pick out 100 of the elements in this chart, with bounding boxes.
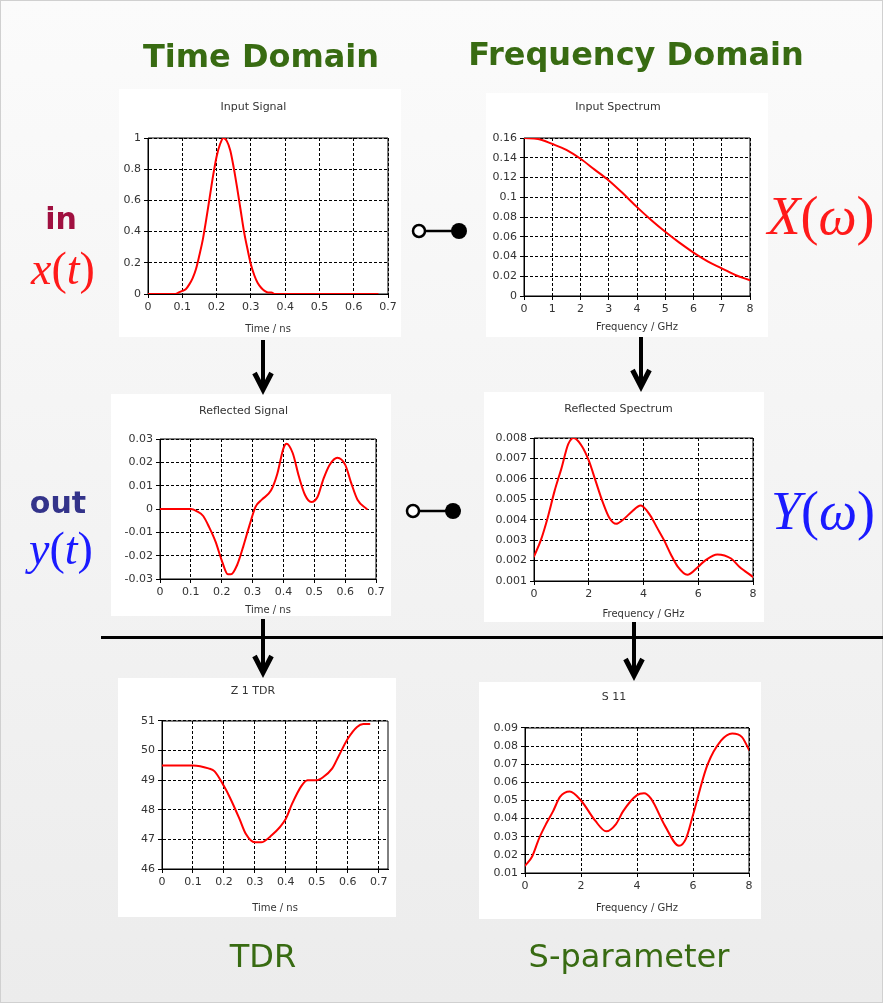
y-tick-label: 0: [510, 288, 517, 302]
x-tick-label: 7: [718, 302, 726, 316]
x-tick-label: 0.6: [336, 585, 354, 599]
x-tick-label: 0.2: [212, 585, 231, 599]
x-axis-title: Time / ns: [244, 322, 291, 334]
y-tick-label: 0.03: [128, 431, 153, 445]
x-tick-label: 0.3: [246, 875, 264, 889]
chart-title: S 11: [601, 689, 627, 703]
y-tick-label: 0.01: [128, 478, 153, 492]
x-tick-label: 0.1: [184, 875, 202, 889]
x-tick-label: 0.1: [173, 300, 192, 314]
x-tick-label: 0.5: [310, 300, 329, 314]
x-tick-label: 0.2: [215, 875, 233, 889]
x-tick-label: 8: [746, 302, 754, 316]
y-tick-label: 0.01: [493, 865, 518, 879]
y-tick-label: 0.004: [495, 512, 527, 526]
x-tick-label: 6: [690, 302, 697, 316]
text: X(ω): [767, 185, 875, 246]
y-tick-label: -0.01: [124, 525, 153, 539]
x-tick-label: 0.7: [367, 585, 385, 599]
x-tick-label: 0.7: [369, 875, 388, 889]
y-tick-label: 50: [141, 743, 155, 757]
text: Frequency Domain: [468, 34, 804, 73]
x-tick-label: 0.4: [277, 875, 295, 889]
y-tick-label: 51: [141, 713, 155, 727]
text: Y(ω): [770, 480, 876, 541]
y-tick-label: 0.6: [123, 193, 141, 207]
x-tick-label: 2: [577, 879, 585, 893]
text: x(t): [31, 242, 95, 294]
x-tick-label: 0.3: [242, 300, 260, 314]
x-tick-label: 0.4: [276, 300, 294, 314]
y-tick-label: 0.1: [499, 190, 517, 204]
y-tick-label: 0.2: [123, 255, 141, 269]
text: in: [45, 200, 77, 237]
chart-title: Z 1 TDR: [230, 683, 276, 697]
y-tick-label: 0.12: [492, 170, 517, 184]
y-tick-label: 1: [134, 130, 141, 144]
y-tick-label: 0.002: [495, 553, 527, 567]
x-tick-label: 8: [749, 587, 757, 601]
x-tick-label: 0.4: [274, 585, 293, 599]
y-tick-label: 0.04: [493, 811, 518, 825]
x-tick-label: 8: [745, 879, 753, 893]
x-tick-label: 0: [156, 585, 164, 599]
x-tick-label: 4: [633, 302, 641, 316]
y-tick-label: -0.02: [124, 548, 153, 562]
chart-title: Reflected Signal: [198, 403, 289, 417]
y-tick-label: 0.04: [492, 249, 517, 263]
y-tick-label: 0.8: [123, 162, 141, 176]
y-tick-label: 0.001: [495, 573, 527, 587]
x-tick-label: 4: [633, 879, 641, 893]
line-series: [534, 438, 753, 578]
y-tick-label: 0.16: [492, 130, 517, 144]
x-tick-label: 1: [548, 302, 556, 316]
x-tick-label: 6: [689, 879, 697, 893]
y-tick-label: 0.007: [495, 451, 527, 465]
x-tick-label: 0.5: [308, 875, 326, 889]
x-tick-label: 6: [694, 587, 702, 601]
y-tick-label: 0.003: [495, 533, 527, 546]
x-axis-title: Time / ns: [251, 901, 298, 913]
x-tick-label: 0.3: [243, 585, 262, 599]
y-tick-label: -0.03: [124, 571, 153, 585]
chart-title: Input Spectrum: [575, 99, 661, 113]
y-tick-label: 0.02: [492, 269, 517, 283]
y-tick-label: 0: [146, 501, 153, 515]
y-tick-label: 0.14: [492, 150, 517, 164]
y-tick-label: 0.06: [493, 775, 518, 789]
y-tick-label: 0.06: [492, 229, 517, 243]
chart-title: Input Signal: [220, 99, 287, 113]
x-tick-label: 0.2: [207, 300, 226, 314]
y-tick-label: 48: [141, 802, 155, 816]
y-tick-label: 0.008: [495, 430, 527, 444]
y-tick-label: 0.02: [128, 455, 153, 469]
y-tick-label: 0.03: [493, 829, 518, 843]
y-tick-label: 49: [141, 773, 155, 787]
y-tick-label: 0.09: [493, 720, 518, 734]
x-tick-label: 4: [640, 587, 647, 601]
text: Time Domain: [142, 36, 380, 75]
x-tick-label: 0: [158, 875, 166, 889]
line-series: [525, 732, 749, 867]
x-tick-label: 0.7: [379, 300, 397, 314]
chart-title: Reflected Spectrum: [564, 401, 673, 415]
x-tick-label: 0: [530, 587, 538, 601]
x-tick-label: 0.5: [305, 585, 324, 599]
x-axis-title: Time / ns: [244, 603, 291, 615]
text: S-parameter: [528, 936, 730, 975]
line-series: [160, 442, 368, 576]
x-axis-title: Frequency / GHz: [596, 320, 678, 332]
y-tick-label: 0.02: [493, 847, 518, 861]
y-tick-label: 47: [141, 832, 155, 846]
x-tick-label: 2: [577, 302, 584, 316]
x-axis-title: Frequency / GHz: [602, 607, 685, 619]
line-series: [162, 722, 371, 844]
x-tick-label: 5: [661, 302, 669, 316]
y-tick-label: 0.08: [493, 738, 518, 752]
x-tick-label: 2: [585, 587, 593, 601]
x-axis-title: Frequency / GHz: [596, 901, 678, 913]
y-tick-label: 0.07: [493, 757, 518, 771]
y-tick-label: 0.05: [493, 793, 518, 807]
x-tick-label: 3: [605, 302, 613, 316]
text: out: [29, 484, 87, 521]
